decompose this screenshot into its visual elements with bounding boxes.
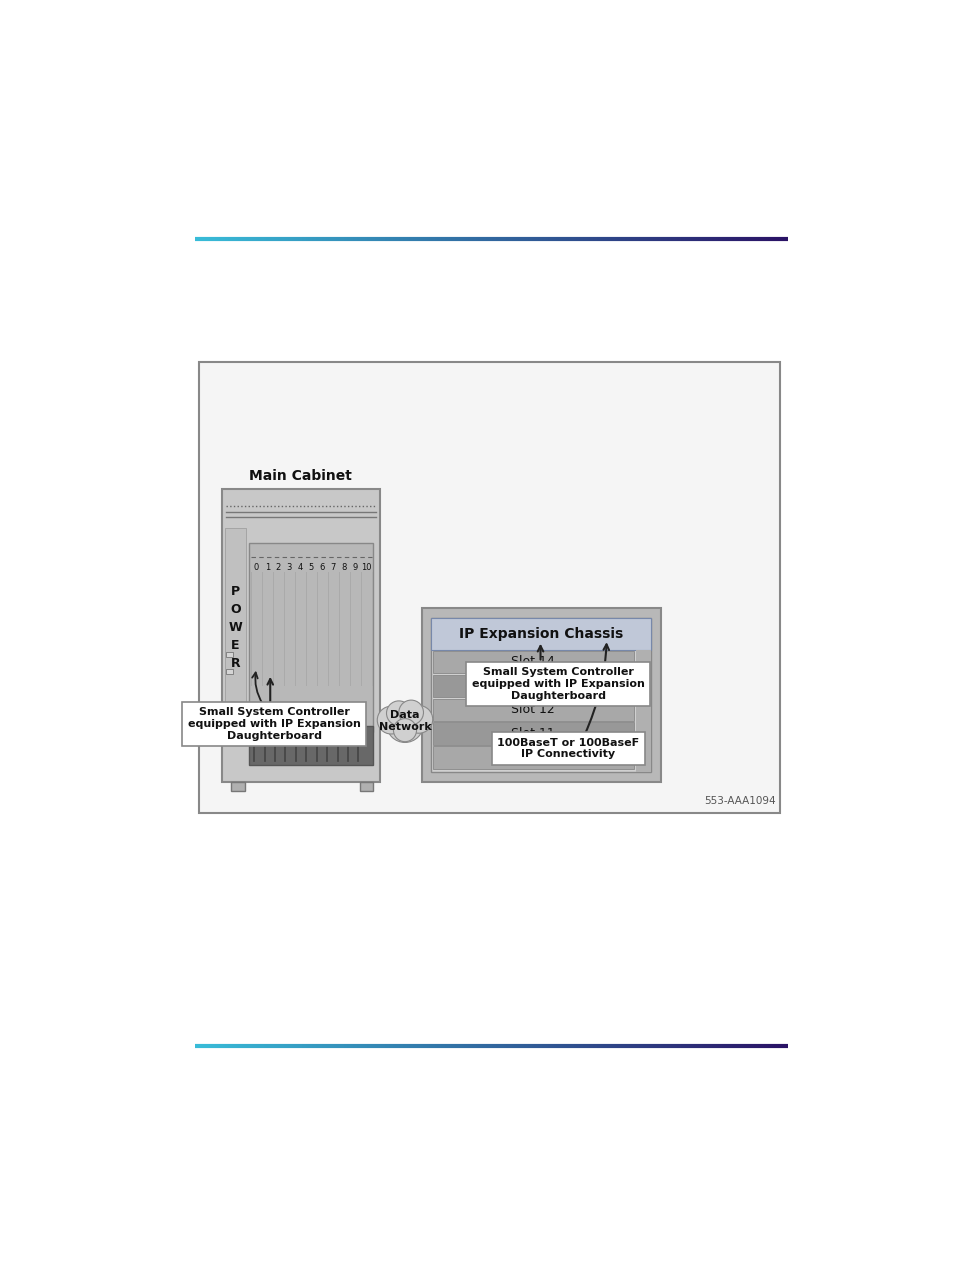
Text: 4: 4 bbox=[297, 563, 303, 572]
Text: Data
Network: Data Network bbox=[378, 710, 431, 731]
FancyBboxPatch shape bbox=[225, 528, 246, 728]
FancyBboxPatch shape bbox=[198, 363, 780, 813]
Text: Slot 12: Slot 12 bbox=[511, 703, 554, 716]
FancyBboxPatch shape bbox=[359, 782, 373, 791]
FancyBboxPatch shape bbox=[431, 618, 651, 772]
FancyBboxPatch shape bbox=[433, 722, 634, 745]
FancyBboxPatch shape bbox=[225, 669, 233, 674]
Circle shape bbox=[405, 706, 433, 733]
FancyBboxPatch shape bbox=[421, 608, 659, 782]
Text: 9: 9 bbox=[353, 563, 357, 572]
Text: Small System Controller
equipped with IP Expansion
Daughterboard: Small System Controller equipped with IP… bbox=[188, 707, 360, 740]
Circle shape bbox=[386, 701, 411, 725]
Text: 0: 0 bbox=[253, 563, 259, 572]
FancyBboxPatch shape bbox=[433, 698, 634, 721]
FancyBboxPatch shape bbox=[433, 747, 634, 768]
Text: 6: 6 bbox=[319, 563, 325, 572]
Text: 5: 5 bbox=[309, 563, 314, 572]
Text: 7: 7 bbox=[331, 563, 335, 572]
Text: IP Expansion Chassis: IP Expansion Chassis bbox=[458, 627, 622, 641]
Text: 100BaseT or 100BaseF
IP Connectivity: 100BaseT or 100BaseF IP Connectivity bbox=[497, 738, 639, 759]
Text: 1: 1 bbox=[265, 563, 270, 572]
Text: Main Cabinet: Main Cabinet bbox=[249, 469, 352, 483]
Circle shape bbox=[376, 706, 405, 734]
Text: Slot 14: Slot 14 bbox=[511, 655, 554, 669]
FancyBboxPatch shape bbox=[431, 618, 651, 650]
Circle shape bbox=[386, 706, 423, 743]
Text: 2: 2 bbox=[275, 563, 281, 572]
FancyBboxPatch shape bbox=[249, 543, 373, 731]
FancyBboxPatch shape bbox=[433, 674, 634, 697]
Text: Slot 11: Slot 11 bbox=[511, 728, 554, 740]
Text: P
O
W
E
R: P O W E R bbox=[229, 585, 242, 670]
Text: Slot  0: Slot 0 bbox=[513, 750, 552, 764]
FancyBboxPatch shape bbox=[221, 490, 379, 782]
Text: 10: 10 bbox=[361, 563, 372, 572]
FancyBboxPatch shape bbox=[249, 726, 373, 764]
FancyBboxPatch shape bbox=[433, 651, 634, 673]
Text: Small System Controller
equipped with IP Expansion
Daughterboard: Small System Controller equipped with IP… bbox=[472, 668, 644, 701]
Circle shape bbox=[398, 700, 423, 725]
FancyBboxPatch shape bbox=[636, 650, 651, 772]
Text: 553-AAA1094: 553-AAA1094 bbox=[703, 796, 776, 806]
Circle shape bbox=[393, 719, 416, 742]
Text: 8: 8 bbox=[341, 563, 347, 572]
Text: Slot 13: Slot 13 bbox=[511, 679, 554, 692]
Text: 3: 3 bbox=[287, 563, 292, 572]
FancyBboxPatch shape bbox=[231, 782, 245, 791]
FancyBboxPatch shape bbox=[225, 653, 233, 658]
